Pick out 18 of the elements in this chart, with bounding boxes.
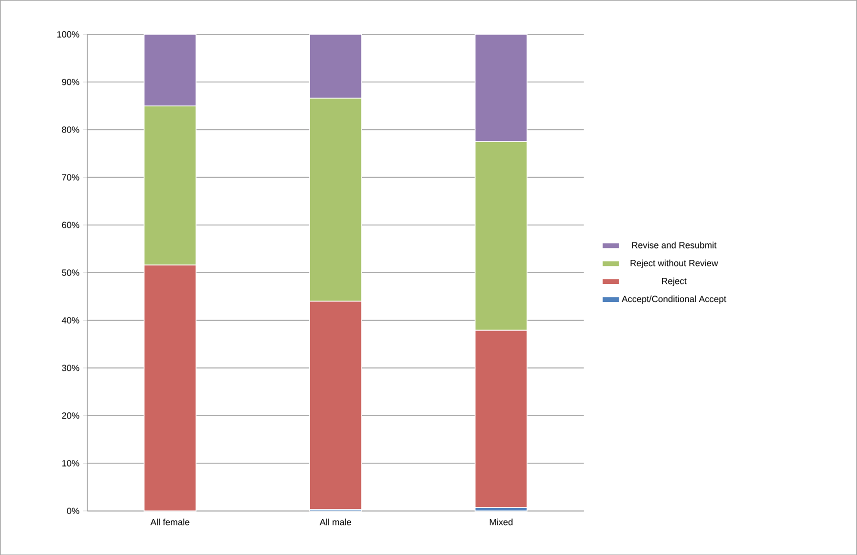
x-tick-label: All male xyxy=(320,518,352,526)
y-tick-label: 100% xyxy=(57,31,80,38)
y-tick-label: 50% xyxy=(62,269,80,276)
x-tick-label: Mixed xyxy=(490,518,512,526)
legend-label: Accept/Conditional Accept xyxy=(622,295,726,304)
y-tick-label: 70% xyxy=(62,174,80,180)
text: Reject xyxy=(662,277,687,286)
y-tick-label: 90% xyxy=(62,78,80,86)
y-tick-label: 40% xyxy=(62,316,80,324)
y-tick-label: 60% xyxy=(62,222,80,228)
legend-label: Reject without Review xyxy=(630,260,718,268)
legend-label: Revise and Resubmit xyxy=(632,242,716,248)
y-tick-label: 0% xyxy=(66,508,80,514)
x-tick-label: All female xyxy=(150,518,190,526)
y-tick-label: 10% xyxy=(62,460,80,466)
y-tick-label: 20% xyxy=(62,412,80,419)
y-tick-label: 30% xyxy=(62,364,80,371)
y-tick-label: 80% xyxy=(62,126,80,133)
